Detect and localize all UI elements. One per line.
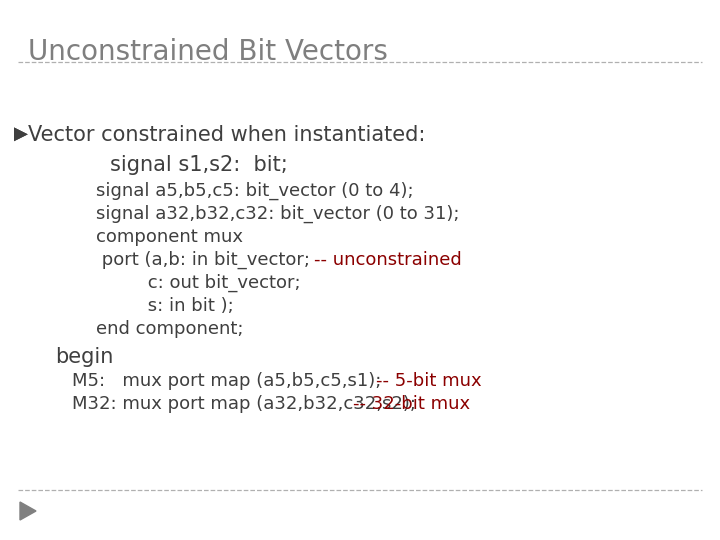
- Text: -- 5-bit mux: -- 5-bit mux: [376, 372, 482, 390]
- Text: c: out bit_vector;: c: out bit_vector;: [96, 274, 301, 292]
- Text: M5:   mux port map (a5,b5,c5,s1);: M5: mux port map (a5,b5,c5,s1);: [72, 372, 416, 390]
- Text: Vector constrained when instantiated:: Vector constrained when instantiated:: [28, 125, 426, 145]
- Text: s: in bit );: s: in bit );: [96, 297, 234, 315]
- Text: component mux: component mux: [96, 228, 243, 246]
- Text: -- 32-bit mux: -- 32-bit mux: [353, 395, 470, 413]
- Text: end component;: end component;: [96, 320, 243, 338]
- Text: port (a,b: in bit_vector;: port (a,b: in bit_vector;: [96, 251, 322, 269]
- Text: ▶: ▶: [14, 125, 28, 143]
- Text: signal a5,b5,c5: bit_vector (0 to 4);: signal a5,b5,c5: bit_vector (0 to 4);: [96, 182, 413, 200]
- Text: Unconstrained Bit Vectors: Unconstrained Bit Vectors: [28, 38, 388, 66]
- Text: begin: begin: [55, 347, 113, 367]
- Text: -- unconstrained: -- unconstrained: [315, 251, 462, 269]
- Text: signal a32,b32,c32: bit_vector (0 to 31);: signal a32,b32,c32: bit_vector (0 to 31)…: [96, 205, 459, 223]
- Text: M32: mux port map (a32,b32,c32,s2);: M32: mux port map (a32,b32,c32,s2);: [72, 395, 422, 413]
- Polygon shape: [20, 502, 36, 520]
- Text: ▶: ▶: [14, 125, 28, 143]
- Text: signal s1,s2:  bit;: signal s1,s2: bit;: [110, 155, 288, 175]
